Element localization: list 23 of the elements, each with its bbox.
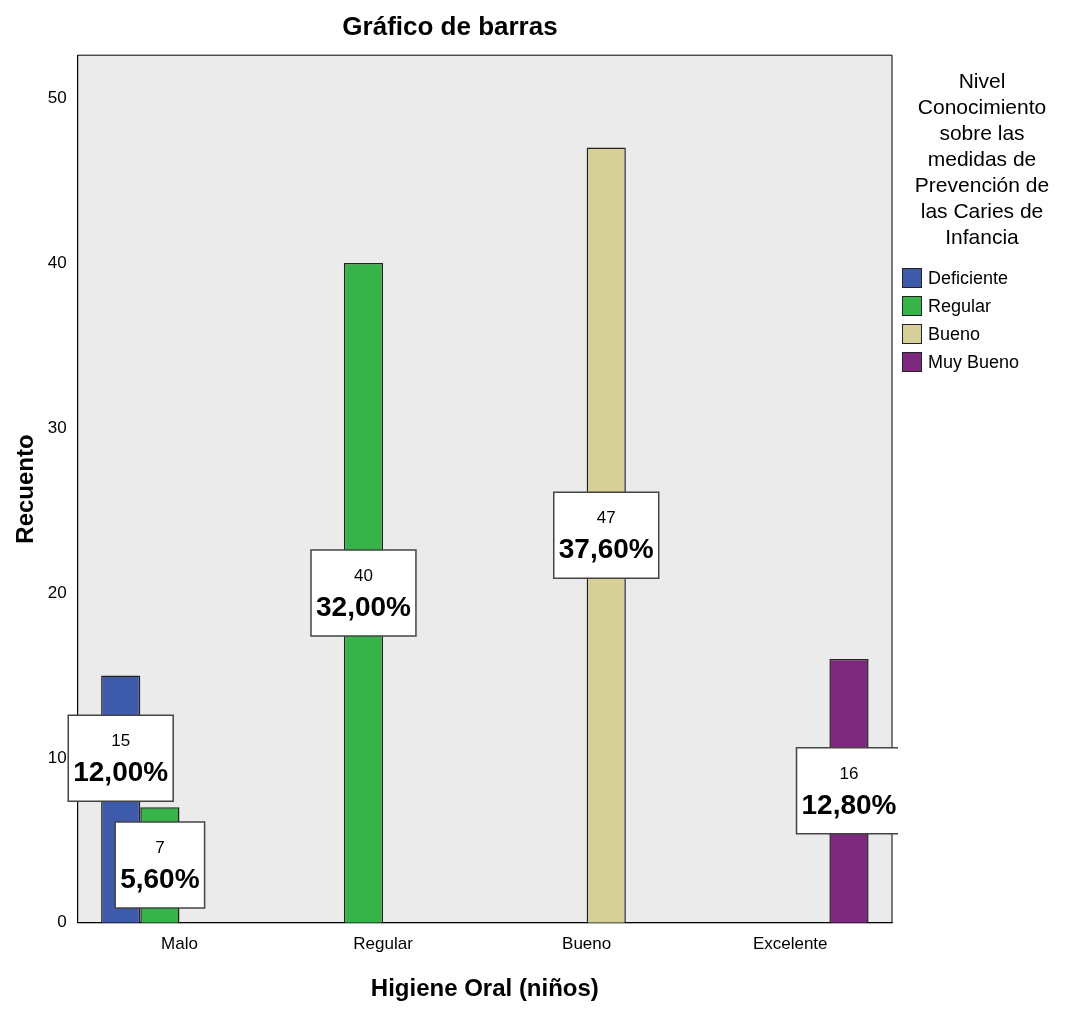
y-tick-label: 30 [47, 417, 67, 437]
y-tick-label: 40 [47, 252, 67, 272]
x-tick-label: Malo [161, 933, 198, 953]
y-tick-label: 0 [57, 912, 67, 932]
chart-title: Gráfico de barras [342, 10, 558, 41]
data-label: 40 32,00% [315, 565, 412, 622]
legend-label: Regular [928, 295, 992, 317]
data-label: 47 37,60% [558, 507, 654, 564]
y-tick-label: 20 [47, 582, 67, 602]
y-tick-label: 50 [47, 87, 67, 107]
data-label: 15 12,00% [73, 731, 169, 788]
x-tick-label: Bueno [562, 933, 612, 953]
y-axis-title: Recuento [11, 434, 39, 544]
y-tick-label: 10 [47, 747, 67, 767]
x-tick-label: Excelente [752, 933, 828, 953]
data-label: 7 5,60% [120, 837, 200, 894]
legend-title: Nivel Conocimiento sobre las medidas de Prevención de las Caries de Infancia [913, 68, 1051, 250]
legend-label: Muy Bueno [928, 351, 1020, 373]
x-tick-label: Regular [353, 933, 414, 953]
x-axis-title: Higiene Oral (niños) [370, 974, 599, 1002]
data-label: 16 12,80% [801, 763, 897, 820]
legend-label: Deficiente [928, 267, 1009, 289]
legend-label: Bueno [928, 323, 981, 345]
